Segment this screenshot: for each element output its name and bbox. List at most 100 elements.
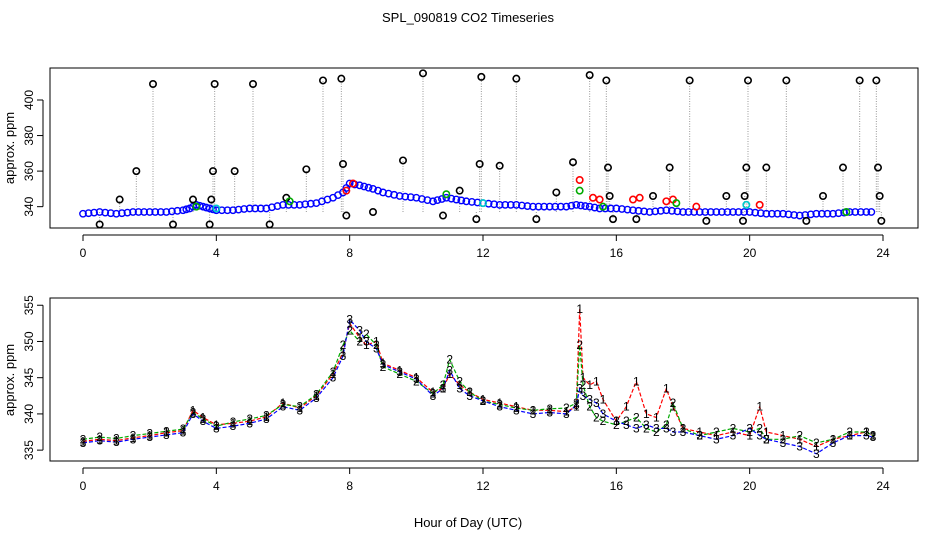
top-spikes-point: [872, 76, 881, 85]
bottom-series-3-marker: 3: [600, 407, 607, 421]
bottom-series-3-marker: 3: [340, 349, 347, 363]
bottom-series-1-marker: 1: [313, 389, 320, 403]
bottom-series-3-marker: 3: [653, 421, 660, 435]
bottom-y-tick-label: 335: [22, 440, 36, 460]
bottom-series-2-marker: 2: [313, 387, 320, 401]
top-sensor-3-point: [773, 209, 782, 218]
top-sensor-3-point: [134, 208, 143, 216]
bottom-series-2-marker: 2: [246, 412, 253, 426]
bottom-series-3-marker: 3: [413, 372, 420, 386]
bottom-series-2-marker: 2: [623, 414, 630, 428]
bottom-series-3-marker: 3: [180, 426, 187, 440]
bottom-series-2-marker: 2: [763, 432, 770, 446]
bottom-series-3-marker: 3: [200, 414, 207, 428]
bottom-series-2-marker: 2: [130, 429, 137, 443]
top-sensor-3-point: [745, 208, 754, 216]
top-sensor-3-point: [401, 192, 410, 201]
top-spikes-point: [602, 76, 611, 85]
bottom-series-1-marker: 1: [446, 367, 453, 381]
top-sensor-3-point: [779, 209, 787, 218]
top-spikes-point: [209, 167, 218, 176]
top-sensor-3-point: [723, 208, 732, 216]
top-sensor-3-point: [806, 210, 815, 219]
bottom-x-tick-label: 12: [476, 479, 490, 493]
top-sensor-3-point: [740, 208, 749, 216]
top-spikes-point: [742, 163, 751, 172]
top-spikes-point: [210, 80, 219, 89]
top-spikes-point: [338, 160, 347, 169]
top-spikes-point: [475, 160, 484, 169]
top-sensor-3-point: [151, 208, 160, 216]
bottom-series-3-marker: 3: [296, 403, 303, 417]
bottom-series-1-marker: 1: [746, 429, 753, 443]
figure-x-axis-label: Hour of Day (UTC): [414, 515, 522, 530]
top-spikes-point: [207, 195, 216, 204]
bottom-series-1-marker: 1: [330, 367, 337, 381]
bottom-series-2-marker: 2: [413, 374, 420, 388]
top-sensor-1-point: [692, 202, 701, 211]
bottom-series-3-marker: 3: [190, 407, 197, 421]
top-sensor-3-point: [162, 208, 171, 216]
bottom-plot-frame: [49, 297, 919, 462]
top-spikes-point: [648, 192, 657, 201]
top-x-tick-label: 16: [610, 246, 624, 260]
bottom-series-3-marker: 3: [696, 429, 703, 443]
bottom-series-2-marker: 2: [296, 400, 303, 414]
top-sensor-2-point: [598, 202, 607, 211]
top-sensor-3-point: [167, 207, 176, 216]
top-sensor-3-point: [662, 206, 671, 215]
top-sensor-1-point: [635, 193, 644, 202]
top-spikes-point: [605, 192, 614, 201]
bottom-series-3-marker: 3: [830, 436, 837, 450]
top-sensor-3-point: [433, 196, 442, 205]
top-sensor-3-point: [484, 199, 493, 208]
bottom-series-2-marker: 2: [80, 432, 87, 446]
top-sensor-3-point: [284, 200, 293, 209]
top-spikes-point: [632, 215, 641, 224]
bottom-series-1-marker: 1: [440, 382, 447, 396]
bottom-series-3-marker: 3: [113, 435, 120, 449]
top-sensor-3-point: [845, 208, 854, 216]
top-spikes-point: [302, 165, 311, 174]
top-sensor-3-point: [360, 182, 369, 191]
bottom-series-3-marker: 3: [546, 405, 553, 419]
top-sensor-3-point: [576, 201, 585, 210]
bottom-series-3-marker: 3: [796, 440, 803, 454]
bottom-series-2-marker: 2: [573, 396, 580, 410]
bottom-series-1-marker: 1: [180, 424, 187, 438]
bottom-series-1-marker: 1: [643, 407, 650, 421]
top-sensor-3-point: [567, 201, 576, 210]
top-x-tick-label: 24: [876, 246, 890, 260]
top-spikes-point: [149, 80, 158, 89]
bottom-series-1-marker: 1: [576, 302, 583, 316]
top-sensor-3-point: [462, 197, 471, 206]
bottom-series-2-marker: 2: [340, 338, 347, 352]
bottom-series-1-marker: 1: [863, 425, 870, 439]
top-spikes-point: [265, 220, 274, 229]
bottom-series-3-marker: 3: [780, 436, 787, 450]
top-spikes-point: [855, 76, 864, 85]
bottom-series-2-marker: 2: [730, 421, 737, 435]
top-reference-point: [478, 199, 487, 208]
bottom-series-1-marker: 1: [670, 400, 677, 414]
bottom-series-2-marker: 2: [146, 426, 153, 440]
bottom-series-1-marker: 1: [80, 434, 87, 448]
bottom-y-axis-label: approx. ppm: [2, 344, 17, 416]
bottom-series-3-marker: 3: [573, 398, 580, 412]
bottom-series-2-marker: 2: [263, 408, 270, 422]
top-sensor-3-point: [473, 198, 482, 207]
bottom-series-3-marker: 3: [446, 363, 453, 377]
bottom-series-1-marker: 1: [796, 432, 803, 446]
top-spikes-point: [608, 215, 617, 224]
top-spikes-point: [585, 71, 594, 80]
top-sensor-3-point: [140, 208, 149, 216]
top-sensor-3-point: [256, 204, 265, 213]
bottom-series-1-marker: 1: [113, 434, 120, 448]
bottom-y-tick-label: 350: [22, 331, 36, 351]
bottom-series-1-marker: 1: [653, 411, 660, 425]
bottom-series-3-marker: 3: [613, 414, 620, 428]
bottom-series-2-marker: 2: [363, 327, 370, 341]
top-sensor-3-point: [834, 209, 843, 218]
bottom-series-3-marker: 3: [346, 313, 353, 327]
